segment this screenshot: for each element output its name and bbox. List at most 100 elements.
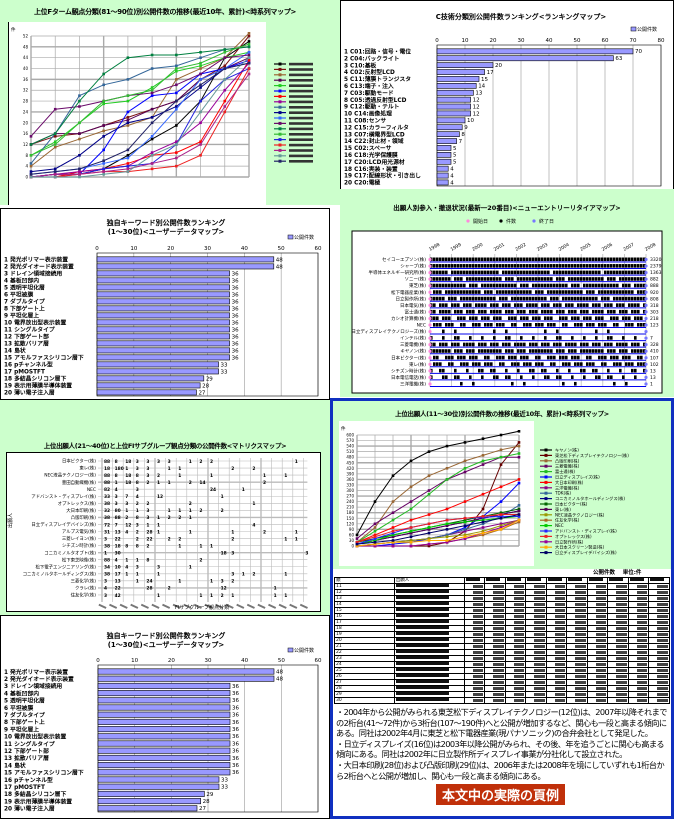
activity-tick <box>604 264 607 268</box>
activity-tick <box>574 355 577 360</box>
chart-title: 独自キーワード別公開件数ランキング <box>106 218 226 227</box>
activity-tick <box>460 309 463 314</box>
activity-tick <box>640 270 643 275</box>
activity-tick <box>502 264 505 268</box>
activity-tick <box>625 342 628 347</box>
cell-value: 3 <box>115 494 118 500</box>
data-label: 5 <box>453 160 457 166</box>
activity-tick <box>487 257 490 262</box>
activity-tick <box>589 264 592 268</box>
activity-tick <box>556 283 559 288</box>
series-line <box>356 514 519 543</box>
start-marker <box>428 264 432 268</box>
activity-tick <box>445 323 448 327</box>
data-point <box>373 544 377 548</box>
category-label: 15 アモルファスシリコン層下 <box>4 354 84 362</box>
activity-tick <box>550 283 553 288</box>
activity-tick <box>607 375 610 379</box>
activity-tick <box>526 283 529 288</box>
activity-tick <box>613 270 616 275</box>
activity-tick <box>475 290 478 294</box>
count-label: 410 <box>650 349 659 355</box>
activity-tick <box>559 303 562 307</box>
commentary-block: ・2004年から公開がみられる東芝松下ディスプレイテクノロジー(12位)は、20… <box>336 707 668 806</box>
activity-tick <box>508 264 511 268</box>
activity-tick <box>526 316 529 321</box>
data-point <box>223 64 227 68</box>
activity-tick <box>445 264 448 268</box>
activity-tick <box>532 309 535 314</box>
data-point <box>247 61 251 65</box>
row-label: 三菱化学(株) <box>71 577 97 584</box>
data-label: 14 <box>478 84 485 90</box>
activity-tick <box>568 277 571 281</box>
activity-tick <box>478 270 481 275</box>
legend-marker <box>544 518 548 522</box>
data-point <box>223 105 227 108</box>
cell-value: 2 <box>136 501 139 507</box>
activity-tick <box>592 349 595 353</box>
cell-value: 2 <box>125 515 128 521</box>
activity-tick <box>598 270 601 275</box>
activity-tick <box>574 362 577 366</box>
bar <box>97 762 231 769</box>
activity-tick <box>514 257 517 262</box>
cell-value: 12 <box>125 522 131 528</box>
activity-tick <box>577 283 580 288</box>
start-marker <box>428 382 432 386</box>
activity-tick <box>595 309 598 314</box>
data-label: 36 <box>232 271 239 277</box>
row-label: NEC <box>417 323 426 329</box>
activity-tick <box>499 316 502 321</box>
activity-tick <box>577 270 580 275</box>
activity-tick <box>562 362 565 366</box>
activity-tick <box>553 270 556 275</box>
activity-tick <box>508 336 511 340</box>
cell-value: 2 <box>178 536 181 542</box>
legend-marker <box>544 540 548 544</box>
activity-tick <box>640 264 643 268</box>
activity-tick <box>490 323 493 327</box>
cell-value: 4 <box>125 565 128 571</box>
cell-value: 1 <box>252 501 255 507</box>
activity-tick <box>592 342 595 347</box>
series-line <box>30 35 250 145</box>
bar <box>97 726 231 733</box>
legend-marker <box>544 475 548 479</box>
bar <box>96 354 230 361</box>
keyword-ranking-panel-2: 独自キーワード別公開件数ランキング (1〜30位)<ユーザーデータマップ> 公開件数… <box>0 615 330 819</box>
activity-tick <box>457 283 460 288</box>
cell-value: 3 <box>136 487 139 493</box>
bar <box>436 152 452 158</box>
activity-tick <box>463 323 466 327</box>
cell-value: 1 <box>210 473 213 479</box>
data-point <box>481 520 485 524</box>
tick-label: 50 <box>278 658 285 664</box>
activity-tick <box>499 355 502 360</box>
count-cell <box>545 697 568 704</box>
data-point <box>247 56 251 59</box>
activity-tick <box>622 303 625 307</box>
activity-tick <box>469 316 472 321</box>
data-point <box>78 94 81 97</box>
category-label: 19 表示用薄膜半導体装置 <box>4 797 72 805</box>
row-label: シチズン時計(株) <box>391 367 426 374</box>
tick-label: 60 <box>602 38 609 44</box>
data-label: 36 <box>232 741 239 747</box>
row-label: 豊田自動織機(株) <box>62 479 96 486</box>
tick-label: 10 <box>130 246 137 252</box>
cell-value: 2 <box>210 459 213 465</box>
data-point <box>53 167 57 171</box>
legend-marker <box>278 100 282 104</box>
bar <box>97 668 275 675</box>
legend <box>274 62 313 163</box>
x-tick-label-illegible <box>109 603 118 609</box>
activity-tick <box>475 362 478 366</box>
activity-tick <box>610 277 613 281</box>
legend-label: 東レ(株) <box>555 506 571 513</box>
data-point <box>373 539 377 542</box>
activity-tick <box>643 270 646 275</box>
activity-tick <box>574 257 577 262</box>
activity-tick <box>445 342 448 347</box>
activity-tick <box>481 316 484 321</box>
